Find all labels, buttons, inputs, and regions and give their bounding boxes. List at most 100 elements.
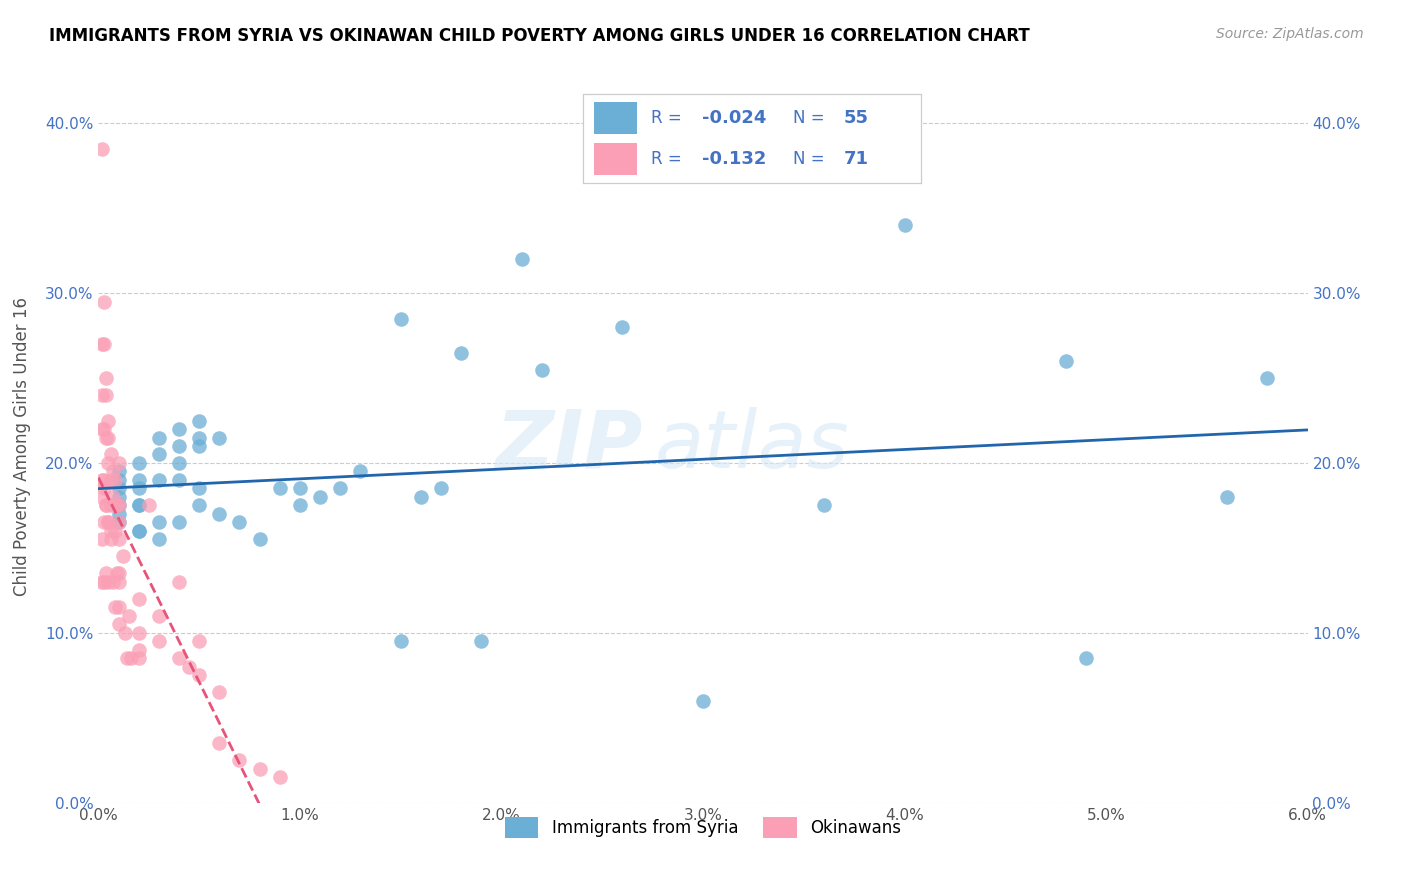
Point — [288, 499, 311, 513]
Point — [107, 516, 129, 530]
Text: Source: ZipAtlas.com: Source: ZipAtlas.com — [1216, 27, 1364, 41]
Point — [97, 413, 120, 427]
Point — [96, 499, 118, 513]
Point — [148, 430, 170, 444]
Point — [100, 524, 122, 538]
Point — [1054, 354, 1077, 368]
Point — [100, 473, 122, 487]
Point — [105, 499, 128, 513]
Point — [128, 651, 150, 665]
Text: atlas: atlas — [655, 407, 849, 485]
Point — [188, 439, 211, 453]
Point — [103, 600, 125, 615]
Point — [107, 600, 129, 615]
Point — [91, 574, 114, 589]
Point — [91, 533, 114, 547]
Point — [91, 422, 114, 436]
Point — [107, 617, 129, 632]
Point — [97, 430, 120, 444]
Point — [100, 533, 122, 547]
Point — [1256, 371, 1278, 385]
Point — [107, 507, 129, 521]
Point — [93, 337, 115, 351]
Point — [93, 482, 115, 496]
Point — [389, 311, 412, 326]
Point — [228, 753, 250, 767]
Point — [107, 516, 129, 530]
Point — [208, 736, 231, 750]
Point — [128, 524, 150, 538]
Point — [148, 608, 170, 623]
Point — [107, 574, 129, 589]
Point — [249, 533, 271, 547]
Point — [329, 482, 352, 496]
Point — [105, 566, 128, 581]
Point — [128, 524, 150, 538]
Point — [128, 499, 150, 513]
Point — [96, 499, 118, 513]
Point — [208, 430, 231, 444]
Point — [100, 448, 122, 462]
Text: N =: N = — [793, 109, 830, 127]
Point — [96, 388, 118, 402]
Point — [1074, 651, 1097, 665]
Point — [128, 473, 150, 487]
Text: ZIP: ZIP — [495, 407, 643, 485]
Point — [1216, 490, 1239, 504]
Text: IMMIGRANTS FROM SYRIA VS OKINAWAN CHILD POVERTY AMONG GIRLS UNDER 16 CORRELATION: IMMIGRANTS FROM SYRIA VS OKINAWAN CHILD … — [49, 27, 1031, 45]
Point — [96, 430, 118, 444]
Point — [115, 651, 138, 665]
Point — [96, 371, 118, 385]
Point — [128, 499, 150, 513]
Point — [188, 482, 211, 496]
Point — [101, 574, 124, 589]
Point — [138, 499, 160, 513]
Point — [188, 499, 211, 513]
Point — [91, 388, 114, 402]
Point — [269, 482, 291, 496]
Point — [389, 634, 412, 648]
Point — [103, 473, 125, 487]
Point — [107, 465, 129, 479]
Point — [107, 499, 129, 513]
Point — [91, 142, 114, 156]
Point — [470, 634, 492, 648]
Point — [167, 651, 190, 665]
Point — [510, 252, 533, 266]
Text: 55: 55 — [844, 109, 869, 127]
Point — [107, 490, 129, 504]
Point — [167, 456, 190, 470]
Point — [208, 507, 231, 521]
Text: 71: 71 — [844, 150, 869, 168]
Point — [91, 337, 114, 351]
Point — [107, 482, 129, 496]
Point — [101, 490, 124, 504]
Point — [91, 490, 114, 504]
Point — [188, 430, 211, 444]
Point — [188, 634, 211, 648]
Point — [91, 473, 114, 487]
Point — [208, 685, 231, 699]
Point — [120, 651, 142, 665]
Point — [430, 482, 453, 496]
Point — [111, 549, 134, 564]
Point — [128, 591, 150, 606]
Point — [107, 533, 129, 547]
Point — [118, 608, 141, 623]
Point — [269, 770, 291, 784]
Text: R =: R = — [651, 109, 688, 127]
Point — [148, 473, 170, 487]
Point — [128, 456, 150, 470]
Point — [167, 574, 190, 589]
Point — [148, 634, 170, 648]
Point — [309, 490, 332, 504]
Point — [97, 516, 120, 530]
FancyBboxPatch shape — [593, 143, 637, 175]
Point — [148, 533, 170, 547]
Point — [97, 574, 120, 589]
Point — [249, 762, 271, 776]
Point — [530, 362, 553, 376]
Point — [93, 516, 115, 530]
Point — [114, 626, 136, 640]
Legend: Immigrants from Syria, Okinawans: Immigrants from Syria, Okinawans — [498, 811, 908, 845]
